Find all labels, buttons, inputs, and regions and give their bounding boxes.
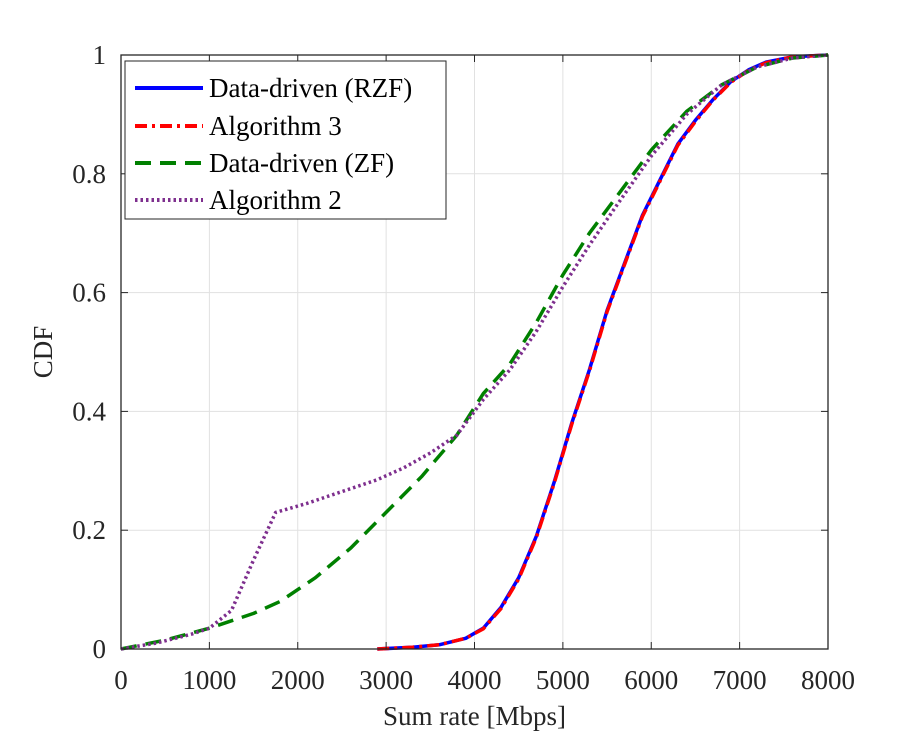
tick-label-layer: 0 1000 2000 3000 4000 5000 6000 7000 8000 0 0.2 0.4…	[72, 40, 855, 695]
series-line-algorithm-2	[120, 53, 829, 651]
y-axis-label: CDF	[28, 326, 58, 379]
legend-label-zf: Data-driven (ZF)	[209, 148, 394, 178]
legend-label-algorithm-3: Algorithm 3	[209, 111, 342, 141]
y-tick-label: 0.4	[72, 396, 106, 426]
x-tick-label: 6000	[624, 665, 678, 695]
series-layer	[120, 53, 829, 651]
legend-label-algorithm-2: Algorithm 2	[209, 185, 342, 215]
y-tick-label: 0.6	[72, 278, 106, 308]
x-axis-label: Sum rate [Mbps]	[383, 701, 566, 731]
x-tick-label: 0	[114, 665, 128, 695]
x-tick-label: 8000	[801, 665, 855, 695]
x-tick-label: 4000	[448, 665, 502, 695]
tick-layer	[120, 54, 829, 650]
y-tick-label: 0.8	[72, 159, 106, 189]
grid-layer	[121, 55, 828, 649]
legend: Data-driven (RZF) Algorithm 3 Data-drive…	[124, 60, 447, 220]
y-tick-label: 1	[93, 40, 107, 70]
x-tick-label: 5000	[536, 665, 590, 695]
series-line-algorithm-3	[377, 53, 829, 651]
x-tick-label: 2000	[271, 665, 325, 695]
x-tick-label: 3000	[359, 665, 413, 695]
y-tick-label: 0.2	[72, 515, 106, 545]
x-tick-label: 7000	[713, 665, 767, 695]
series-line-data-driven-zf	[120, 53, 829, 651]
x-tick-label: 1000	[182, 665, 236, 695]
legend-label-rzf: Data-driven (RZF)	[209, 73, 412, 103]
y-tick-label: 0	[93, 634, 107, 664]
